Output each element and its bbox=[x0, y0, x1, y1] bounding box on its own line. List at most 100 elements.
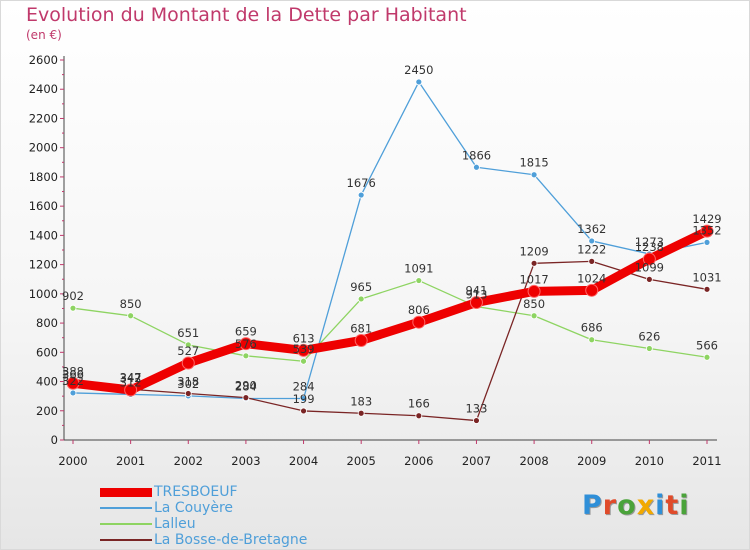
legend-label: TRESBOEUF bbox=[154, 484, 238, 500]
data-point bbox=[703, 353, 711, 361]
y-tick-label: 1000 bbox=[29, 287, 58, 301]
data-point bbox=[415, 78, 423, 86]
legend-swatch bbox=[100, 487, 152, 497]
data-label: 1024 bbox=[577, 271, 606, 285]
data-label: 850 bbox=[523, 297, 545, 311]
data-point bbox=[645, 275, 653, 283]
data-label: 342 bbox=[120, 371, 142, 385]
series-line-2 bbox=[72, 279, 708, 362]
data-label: 566 bbox=[696, 338, 718, 352]
data-label: 1815 bbox=[519, 156, 548, 170]
data-label: 1238 bbox=[635, 240, 664, 254]
data-point bbox=[184, 341, 192, 349]
data-label: 284 bbox=[293, 379, 315, 393]
data-label: 290 bbox=[235, 379, 257, 393]
data-point bbox=[469, 295, 483, 309]
data-point bbox=[242, 352, 250, 360]
y-tick-label: 1400 bbox=[29, 228, 58, 242]
data-point bbox=[588, 257, 596, 265]
data-point bbox=[585, 283, 599, 297]
y-tick-label: 1200 bbox=[29, 258, 58, 272]
legend-item: La Bosse-de-Bretagne bbox=[100, 532, 360, 548]
legend: TRESBOEUF La Couyère Lalleu La Bosse-de-Bre… bbox=[100, 484, 360, 548]
y-tick-label: 200 bbox=[36, 404, 58, 418]
data-point bbox=[642, 252, 656, 266]
data-point bbox=[473, 163, 480, 171]
data-label: 850 bbox=[120, 297, 142, 311]
x-tick-label: 2006 bbox=[404, 454, 433, 468]
data-label: 302 bbox=[177, 377, 199, 391]
data-label: 651 bbox=[177, 326, 199, 340]
y-tick-label: 800 bbox=[36, 316, 58, 330]
series-line-0 bbox=[68, 226, 712, 395]
data-label: 1362 bbox=[577, 222, 606, 236]
data-label: 1209 bbox=[519, 244, 548, 258]
data-label: 686 bbox=[581, 321, 603, 335]
data-label: 347 bbox=[120, 370, 142, 384]
data-point bbox=[300, 407, 307, 415]
legend-label: Lalleu bbox=[154, 516, 196, 532]
data-label: 183 bbox=[350, 394, 372, 408]
legend-swatch bbox=[100, 507, 152, 509]
data-point bbox=[242, 394, 250, 402]
data-label: 284 bbox=[235, 379, 257, 393]
y-tick-label: 1800 bbox=[29, 170, 58, 184]
data-point bbox=[703, 238, 711, 246]
data-point bbox=[412, 315, 426, 329]
data-label: 2450 bbox=[404, 63, 433, 77]
data-label: 1099 bbox=[635, 260, 664, 274]
series-line-1 bbox=[72, 81, 708, 400]
data-label: 388 bbox=[62, 364, 84, 378]
data-point bbox=[184, 390, 192, 397]
y-tick-label: 2600 bbox=[29, 53, 58, 67]
y-tick-label: 400 bbox=[36, 375, 58, 389]
y-tick-label: 600 bbox=[36, 345, 58, 359]
data-label: 965 bbox=[350, 280, 372, 294]
data-point bbox=[473, 417, 480, 424]
data-label: 1866 bbox=[462, 148, 491, 162]
data-point bbox=[588, 336, 596, 344]
data-point bbox=[300, 357, 307, 365]
data-label: 366 bbox=[62, 368, 84, 382]
data-point bbox=[588, 237, 596, 245]
chart-title: Evolution du Montant de la Dette par Hab… bbox=[26, 4, 467, 26]
data-point bbox=[181, 356, 195, 370]
data-point bbox=[700, 224, 714, 238]
x-tick-label: 2001 bbox=[116, 454, 145, 468]
x-tick-label: 2009 bbox=[577, 454, 606, 468]
y-tick-label: 2200 bbox=[29, 111, 58, 125]
legend-item: TRESBOEUF bbox=[100, 484, 360, 500]
data-label: 1222 bbox=[577, 242, 606, 256]
data-label: 613 bbox=[293, 331, 315, 345]
x-tick-label: 2008 bbox=[519, 454, 548, 468]
data-label: 539 bbox=[293, 342, 315, 356]
data-label: 318 bbox=[177, 375, 199, 389]
data-point bbox=[239, 337, 253, 351]
data-point bbox=[297, 343, 311, 357]
data-label: 576 bbox=[235, 337, 257, 351]
data-label: 199 bbox=[293, 392, 315, 406]
x-tick-label: 2003 bbox=[231, 454, 260, 468]
data-label: 527 bbox=[177, 344, 199, 358]
x-tick-label: 2011 bbox=[692, 454, 721, 468]
data-point bbox=[530, 171, 538, 179]
proxiti-logo: Proxiti bbox=[582, 490, 690, 521]
legend-swatch bbox=[100, 539, 152, 541]
data-label: 941 bbox=[465, 283, 487, 297]
data-label: 913 bbox=[465, 288, 487, 302]
data-point bbox=[66, 376, 80, 390]
y-tick-label: 1600 bbox=[29, 199, 58, 213]
data-label: 322 bbox=[62, 374, 84, 388]
data-label: 806 bbox=[408, 303, 430, 317]
x-tick-label: 2002 bbox=[174, 454, 203, 468]
data-label: 681 bbox=[350, 321, 372, 335]
x-tick-label: 2000 bbox=[58, 454, 87, 468]
data-point bbox=[645, 345, 653, 352]
x-tick-label: 2010 bbox=[635, 454, 664, 468]
data-point bbox=[300, 395, 307, 402]
data-point bbox=[530, 312, 538, 320]
data-label: 1273 bbox=[635, 235, 664, 249]
y-tick-label: 2400 bbox=[29, 82, 58, 96]
data-label: 1429 bbox=[692, 212, 721, 226]
